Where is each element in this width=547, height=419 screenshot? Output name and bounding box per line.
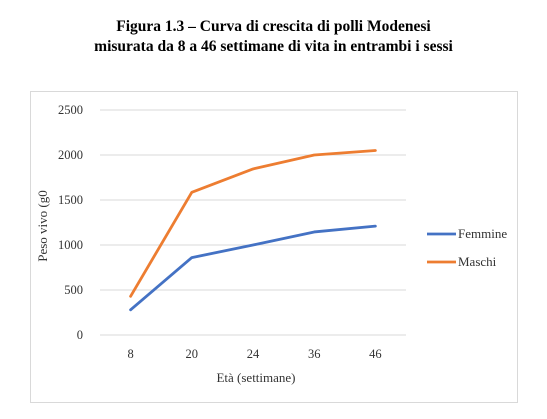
x-axis-label: Età (settimane)	[216, 370, 295, 385]
y-tick-label: 1500	[58, 193, 83, 207]
x-tick-label: 46	[369, 347, 382, 361]
y-tick-label: 1000	[58, 238, 83, 252]
chart-frame	[30, 91, 518, 403]
x-tick-label: 24	[247, 347, 260, 361]
x-tick-label: 20	[186, 347, 199, 361]
y-tick-label: 0	[77, 328, 83, 342]
y-axis-label: Peso vivo (g0	[35, 190, 50, 262]
series-lines	[129, 149, 377, 312]
gridlines	[100, 109, 406, 336]
legend: Femmine Maschi	[427, 226, 507, 269]
y-tick-label: 500	[64, 283, 83, 297]
chart-title-line1: Figura 1.3 – Curva di crescita di polli …	[116, 18, 431, 35]
x-tick-labels: 8 20 24 36 46	[127, 347, 381, 361]
y-tick-labels: 0 500 1000 1500 2000 2500	[58, 103, 83, 342]
chart-title-line2: misurata da 8 a 46 settimane di vita in …	[94, 38, 453, 55]
series-line-femmine	[129, 224, 377, 312]
legend-label: Maschi	[458, 254, 497, 269]
x-tick-label: 8	[127, 347, 133, 361]
series-line-maschi	[129, 149, 377, 298]
y-tick-label: 2000	[58, 148, 83, 162]
y-tick-label: 2500	[58, 103, 83, 117]
legend-label: Femmine	[458, 226, 507, 241]
x-tick-label: 36	[308, 347, 321, 361]
